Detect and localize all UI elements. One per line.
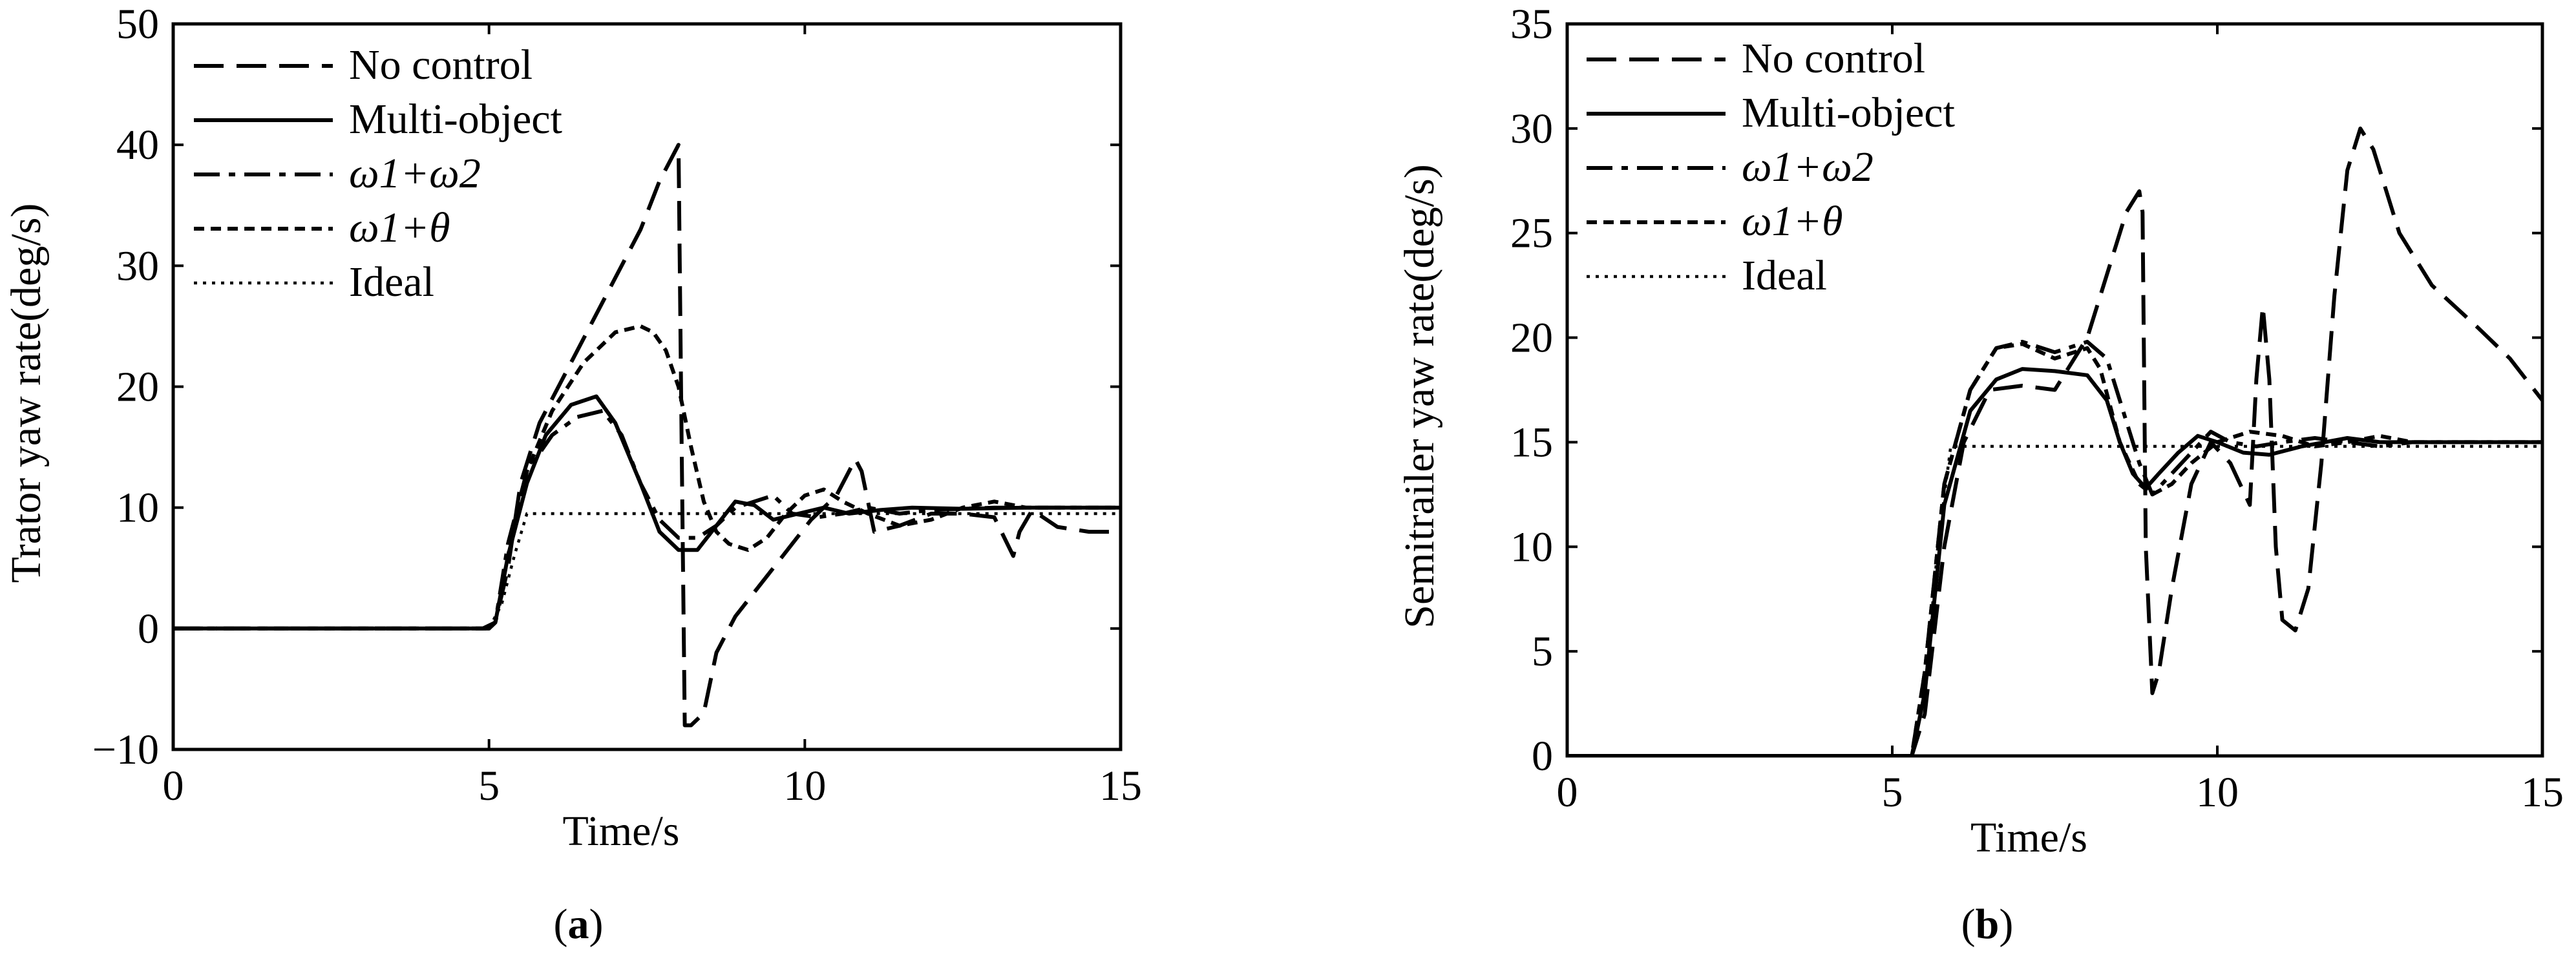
- panel-caption: (b): [1961, 901, 2014, 948]
- y-tick-label: 10: [116, 485, 159, 532]
- legend-label: Ideal: [1742, 252, 1827, 299]
- y-tick-label: 50: [116, 1, 159, 48]
- panel-b: 0 5 10 15 0 5 10 15 20 25 30 35 Time/s Semitrailer ya…: [1396, 1, 2564, 948]
- series-line-dotted: [173, 512, 1121, 631]
- series-line-dotted: [1567, 444, 2542, 756]
- y-axis-label: Trator yaw rate(deg/s): [3, 204, 50, 583]
- y-tick-label: 25: [1510, 210, 1553, 257]
- series-line-short-dash: [173, 324, 1121, 631]
- legend-label: Multi-object: [349, 96, 562, 143]
- y-tick-label: 30: [1510, 105, 1553, 152]
- y-tick-label: 10: [1510, 523, 1553, 570]
- x-tick-label: 10: [783, 762, 826, 810]
- legend: No control Multi-object ω1+ω2 ω1+θ Ideal: [194, 41, 562, 306]
- x-tick-label: 0: [1557, 769, 1578, 816]
- caption-letter: a: [568, 901, 589, 948]
- x-tick-label: 10: [2196, 769, 2239, 816]
- series-line-long-dash: [173, 143, 1121, 727]
- y-tick-label: 15: [1510, 419, 1553, 466]
- legend-label: Multi-object: [1742, 89, 1955, 136]
- series-group: [1567, 126, 2542, 756]
- x-tick-label: 15: [1099, 762, 1142, 810]
- legend-label: No control: [349, 41, 533, 89]
- y-tick-label: 20: [1510, 315, 1553, 362]
- legend-label: ω1+θ: [349, 204, 450, 251]
- legend-label: ω1+ω2: [1742, 143, 1874, 191]
- y-tick-label: −10: [92, 726, 159, 773]
- plot-frame: [171, 22, 1123, 751]
- x-axis-label: Time/s: [563, 808, 680, 855]
- y-tick-label: 20: [116, 364, 159, 411]
- series-line-dash-dot: [1567, 340, 2542, 756]
- x-tick-label: 5: [1882, 769, 1903, 816]
- y-tick-label: 30: [116, 242, 159, 289]
- series-line-solid: [1567, 367, 2542, 756]
- x-tick-label: 0: [163, 762, 184, 810]
- y-tick-label: 0: [138, 605, 159, 653]
- legend-label: No control: [1742, 35, 1925, 82]
- y-tick-label: 0: [1532, 733, 1553, 780]
- y-axis-label: Semitrailer yaw rate(deg/s): [1396, 164, 1443, 628]
- series-group: [173, 143, 1121, 727]
- series-line-solid: [173, 394, 1121, 631]
- x-tick-label: 5: [478, 762, 500, 810]
- series-line-dash-dot: [173, 408, 1121, 631]
- x-tick-label: 15: [2521, 769, 2564, 816]
- x-axis-label: Time/s: [1970, 814, 2087, 861]
- legend-label: ω1+θ: [1742, 198, 1843, 245]
- legend: No control Multi-object ω1+ω2 ω1+θ Ideal: [1587, 35, 1955, 299]
- y-tick-label: 40: [116, 121, 159, 169]
- legend-label: Ideal: [349, 258, 434, 306]
- panel-caption: (a): [554, 901, 604, 948]
- legend-label: ω1+ω2: [349, 150, 481, 197]
- series-line-short-dash: [1567, 342, 2542, 756]
- series-line-long-dash: [1567, 126, 2542, 756]
- plot-frame: [1565, 22, 2544, 758]
- caption-letter: b: [1976, 901, 2000, 948]
- y-tick-label: 5: [1532, 628, 1553, 675]
- y-tick-label: 35: [1510, 1, 1553, 48]
